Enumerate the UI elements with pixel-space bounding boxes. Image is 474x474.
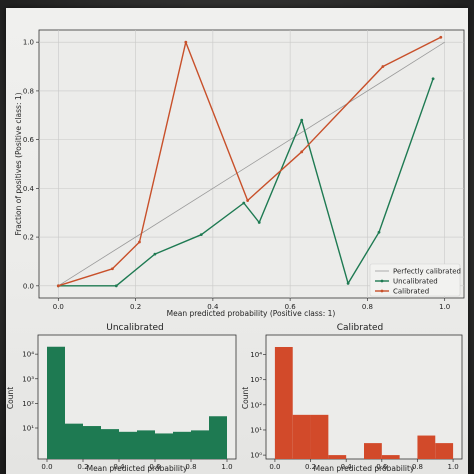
calibrated-y-label: Count: [241, 387, 250, 409]
histogram-bar: [381, 455, 400, 459]
x-tick-label: 0.4: [113, 463, 125, 471]
x-tick-label: 0.6: [149, 463, 161, 471]
histogram-bar: [328, 455, 347, 459]
y-tick-label: 1.0: [23, 39, 34, 47]
uncalibrated-point: [199, 233, 203, 237]
calibrated-line: [58, 36, 442, 287]
x-tick-label: 0.0: [269, 463, 280, 471]
calibration-plot: 0.0 0.2 0.4 0.6 0.8 1.0 0.0 0.2 0.4 0.6 0.8 1.0 Me…: [14, 29, 465, 318]
calibration-y-ticks: 0.0 0.2 0.4 0.6 0.8 1.0: [23, 39, 39, 290]
x-tick-label: 0.8: [412, 463, 423, 471]
x-tick-label: 0.6: [285, 303, 297, 311]
y-tick-label: 0.2: [23, 234, 34, 242]
y-tick-label: 0.8: [23, 87, 34, 95]
uncalibrated-x-label: Mean predicted probability: [87, 464, 188, 473]
histogram-bar: [417, 435, 436, 459]
y-tick-label: 0.4: [23, 185, 35, 193]
y-tick-label: 10³: [250, 376, 262, 384]
uncalibrated-point: [377, 230, 381, 234]
x-tick-label: 1.0: [448, 463, 459, 471]
calibrated-point: [56, 284, 60, 288]
histogram-bar: [435, 443, 454, 459]
histogram-bar: [364, 443, 382, 459]
uncalibrated-point: [114, 284, 118, 288]
calibrated-point: [246, 199, 250, 202]
y-tick-label: 10³: [22, 375, 34, 383]
histogram-bar: [173, 431, 191, 459]
uncalibrated-line: [58, 78, 434, 287]
y-tick-label: 10⁴: [22, 351, 34, 359]
y-tick-label: 0.0: [23, 282, 34, 290]
uncalibrated-point: [346, 281, 350, 285]
x-tick-label: 0.2: [305, 463, 316, 471]
calibrated-histogram: Calibrated 0.0 0.2 0.4 0.6 0.8 1.0 10⁰10¹10²1…: [241, 323, 463, 473]
calibrated-bars: [274, 346, 454, 459]
calibration-y-label: Fraction of positives (Positive class: 1…: [14, 92, 23, 235]
y-tick-label: 10⁰: [250, 452, 262, 460]
uncalibrated-point: [257, 221, 261, 224]
calibrated-y-ticks: 10⁰ 10¹ 10² 10³ 10⁴: [250, 351, 266, 460]
calibration-x-ticks: 0.0 0.2 0.4 0.6 0.8 1.0: [53, 298, 450, 311]
uncalibrated-y-label: Count: [6, 387, 15, 409]
x-tick-label: 0.0: [53, 303, 64, 311]
uncalibrated-x-ticks: 0.0 0.2 0.4 0.6 0.8 1.0: [41, 459, 233, 471]
histogram-bar: [137, 430, 155, 459]
uncalibrated-histogram: Uncalibrated 0.0 0.2 0.4 0.6 0.8 1.0 10¹10²10…: [6, 323, 237, 473]
y-tick-label: 10²: [250, 401, 262, 409]
legend-box: [369, 263, 461, 297]
histogram-bar: [119, 431, 137, 459]
x-tick-label: 0.8: [362, 303, 373, 311]
y-tick-label: 10¹: [250, 426, 262, 434]
x-tick-label: 0.4: [207, 303, 219, 311]
calibration-series: [56, 35, 445, 288]
x-tick-label: 0.2: [77, 463, 88, 471]
x-tick-label: 1.0: [439, 303, 450, 311]
uncalibrated-point: [300, 118, 304, 122]
legend-entry: Perfectly calibrated: [393, 268, 461, 276]
uncalibrated-point: [242, 201, 246, 205]
legend-marker: [380, 279, 384, 283]
calibrated-point: [138, 240, 141, 244]
x-tick-label: 0.6: [376, 463, 388, 471]
histogram-bar: [65, 423, 83, 459]
uncalibrated-histogram-title: Uncalibrated: [106, 323, 163, 333]
uncalibrated-point: [431, 77, 435, 81]
legend-entry: Uncalibrated: [393, 278, 438, 286]
y-tick-label: 10⁴: [250, 351, 262, 359]
y-tick-label: 10²: [22, 400, 34, 408]
x-tick-label: 1.0: [221, 463, 232, 471]
y-tick-label: 0.6: [23, 136, 35, 144]
calibrated-point: [111, 267, 114, 271]
x-tick-label: 0.0: [41, 463, 52, 471]
calibrated-point: [381, 65, 385, 68]
calibrated-x-label: Mean predicted probability: [314, 464, 415, 473]
perfectly-calibrated-line: [58, 41, 445, 287]
x-tick-label: 0.2: [130, 303, 141, 311]
legend-marker: [380, 289, 384, 293]
legend-entry: Calibrated: [393, 288, 429, 296]
histogram-bar: [292, 414, 311, 459]
histogram-bar: [83, 426, 101, 459]
calibrated-point: [300, 150, 304, 154]
calibration-legend: Perfectly calibrated Uncalibrated Calibrat…: [369, 263, 461, 297]
histogram-bar: [209, 416, 227, 459]
histogram-bar: [310, 414, 329, 459]
histogram-bar: [191, 430, 209, 459]
calibrated-x-ticks: 0.0 0.2 0.4 0.6 0.8 1.0: [269, 459, 459, 471]
calibrated-point: [184, 40, 188, 44]
calibrated-point: [439, 35, 443, 39]
uncalibrated-y-ticks: 10¹ 10² 10³ 10⁴: [22, 351, 38, 432]
x-tick-label: 0.8: [185, 463, 196, 471]
x-tick-label: 0.4: [341, 463, 353, 471]
histogram-bar: [155, 433, 173, 459]
histogram-bar: [47, 346, 65, 459]
y-tick-label: 10¹: [22, 424, 34, 432]
histogram-bar: [274, 346, 293, 459]
calibration-x-label: Mean predicted probability (Positive cla…: [167, 309, 336, 318]
calibrated-histogram-title: Calibrated: [337, 323, 384, 333]
histogram-bar: [101, 429, 119, 459]
uncalibrated-bars: [47, 346, 227, 459]
uncalibrated-point: [153, 252, 157, 256]
